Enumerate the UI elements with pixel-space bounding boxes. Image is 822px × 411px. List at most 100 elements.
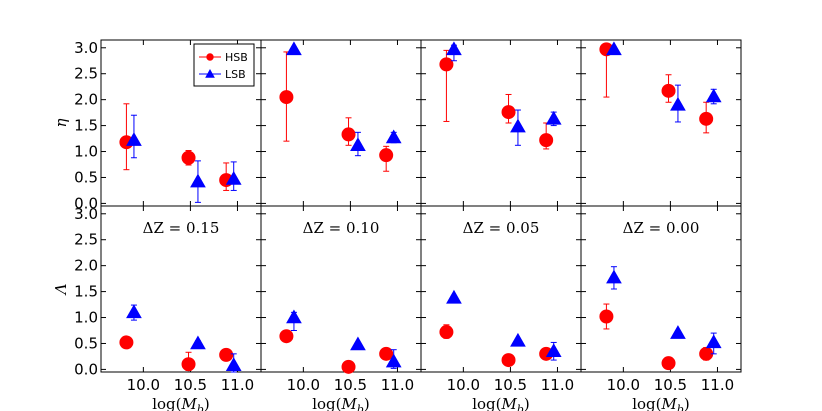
x-tick-label: 10.5 (494, 376, 527, 394)
legend-label-hsb: HSB (225, 51, 248, 64)
x-tick-label: 10.0 (127, 376, 160, 394)
panel-grid: 0.00.51.01.52.02.53.00.00.51.01.52.02.53… (52, 39, 742, 411)
legend-label-lsb: LSB (225, 68, 246, 81)
delta-z-annotation: ΔZ = 0.00 (623, 219, 700, 237)
lsb-point (510, 332, 526, 347)
lsb-point (385, 129, 402, 144)
y-tick-label: 1.0 (74, 143, 98, 161)
x-axis-label: log(Mb) (472, 395, 530, 411)
x-axis-label-var: M (501, 395, 518, 411)
x-tick-label: 11.0 (541, 376, 574, 394)
x-axis-label-sub: b (357, 403, 364, 411)
x-axis-label-base: log( (472, 395, 501, 411)
delta-z-annotation: ΔZ = 0.10 (303, 219, 380, 237)
hsb-point (181, 150, 196, 165)
hsb-point (119, 335, 134, 350)
y-axis-label-lambda: Λ (52, 283, 70, 296)
lsb-point (225, 357, 242, 372)
y-axis-label-eta: η (52, 119, 70, 128)
legend-marker-lsb (205, 68, 215, 78)
hsb-point (379, 148, 394, 163)
hsb-point (439, 57, 454, 72)
x-tick-label: 10.5 (174, 376, 207, 394)
x-axis-label: log(Mb) (632, 395, 690, 411)
x-tick-label: 11.0 (221, 376, 254, 394)
y-tick-label: 3.0 (74, 39, 98, 57)
y-tick-label: 0.0 (74, 194, 98, 212)
y-tick-label: 1.5 (74, 283, 98, 301)
lsb-point (705, 334, 722, 349)
hsb-point (661, 356, 676, 371)
x-axis-label-close: ) (364, 395, 370, 411)
y-tick-label: 1.0 (74, 309, 98, 327)
x-axis-label-var: M (661, 395, 678, 411)
x-tick-label: 10.0 (287, 376, 320, 394)
legend: HSB LSB (193, 43, 255, 87)
lsb-point (510, 118, 526, 133)
hsb-point (341, 127, 356, 142)
lsb-point (446, 41, 462, 56)
x-tick-label: 10.5 (334, 376, 367, 394)
x-tick-label: 10.0 (447, 376, 480, 394)
x-axis-label-sub: b (517, 403, 524, 411)
lsb-point (286, 309, 302, 324)
x-axis-label-sub: b (197, 403, 204, 411)
hsb-point (341, 359, 356, 374)
hsb-point (699, 111, 714, 126)
hsb-point (219, 347, 234, 362)
lsb-point (385, 353, 402, 368)
y-tick-label: 0.5 (74, 334, 98, 352)
y-tick-label: 0.5 (74, 168, 98, 186)
panel-frame (580, 39, 742, 207)
x-tick-label: 10.0 (607, 376, 640, 394)
x-tick-label: 10.5 (654, 376, 687, 394)
panel-lambda-col-3: 10.0 10.5 11.0 ΔZ = 0.05 log(Mb) (420, 205, 582, 411)
delta-z-annotation: ΔZ = 0.05 (463, 219, 540, 237)
panel-eta-col-4 (580, 39, 742, 207)
y-tick-label: 0.0 (74, 360, 98, 378)
panel-lambda-col-2: 10.0 10.5 11.0 ΔZ = 0.10 log(Mb) (260, 205, 422, 411)
panel-frame (260, 39, 422, 207)
hsb-point (599, 309, 614, 324)
x-axis-label-close: ) (684, 395, 690, 411)
legend-marker-hsb (206, 53, 214, 61)
lsb-point (286, 41, 302, 56)
lsb-point (190, 173, 206, 188)
panel-eta-col-2 (260, 39, 422, 207)
lsb-point (190, 335, 206, 350)
x-tick-label: 11.0 (381, 376, 414, 394)
hsb-point (279, 90, 294, 105)
delta-z-annotation: ΔZ = 0.15 (143, 219, 220, 237)
panel-lambda-col-4: 10.0 10.5 11.0 ΔZ = 0.00 log(Mb) (580, 205, 742, 411)
y-tick-label: 2.0 (74, 257, 98, 275)
hsb-point (539, 133, 554, 148)
legend-box (193, 43, 255, 87)
hsb-point (279, 329, 294, 344)
x-axis-label-base: log( (312, 395, 341, 411)
hsb-point (501, 105, 516, 120)
lsb-point (545, 343, 562, 357)
lsb-point (670, 96, 686, 111)
hsb-point (661, 83, 676, 98)
lsb-point (126, 304, 142, 319)
lsb-point (446, 289, 462, 304)
y-tick-label: 2.5 (74, 65, 98, 83)
lsb-point (126, 132, 142, 146)
panel-eta-col-1: 0.0 0.5 1.0 1.5 2.0 2.5 3.0 (74, 39, 262, 212)
x-tick-label: 11.0 (701, 376, 734, 394)
hsb-point (379, 346, 394, 361)
lsb-point (606, 269, 622, 284)
panel-frame (580, 205, 742, 373)
lsb-point (670, 325, 686, 339)
y-tick-label: 2.0 (74, 91, 98, 109)
y-tick-label: 1.5 (74, 117, 98, 135)
lsb-point (350, 336, 366, 351)
panel-eta-col-3 (420, 39, 582, 207)
lsb-point (606, 41, 622, 56)
lsb-point (705, 88, 722, 103)
x-axis-label-sub: b (677, 403, 684, 411)
x-axis-label-var: M (181, 395, 198, 411)
x-axis-label-base: log( (152, 395, 181, 411)
panel-lambda-col-1: 0.0 0.5 1.0 1.5 2.0 2.5 3.0 10.0 10.5 11.0 ΔZ = 0.… (74, 205, 262, 411)
